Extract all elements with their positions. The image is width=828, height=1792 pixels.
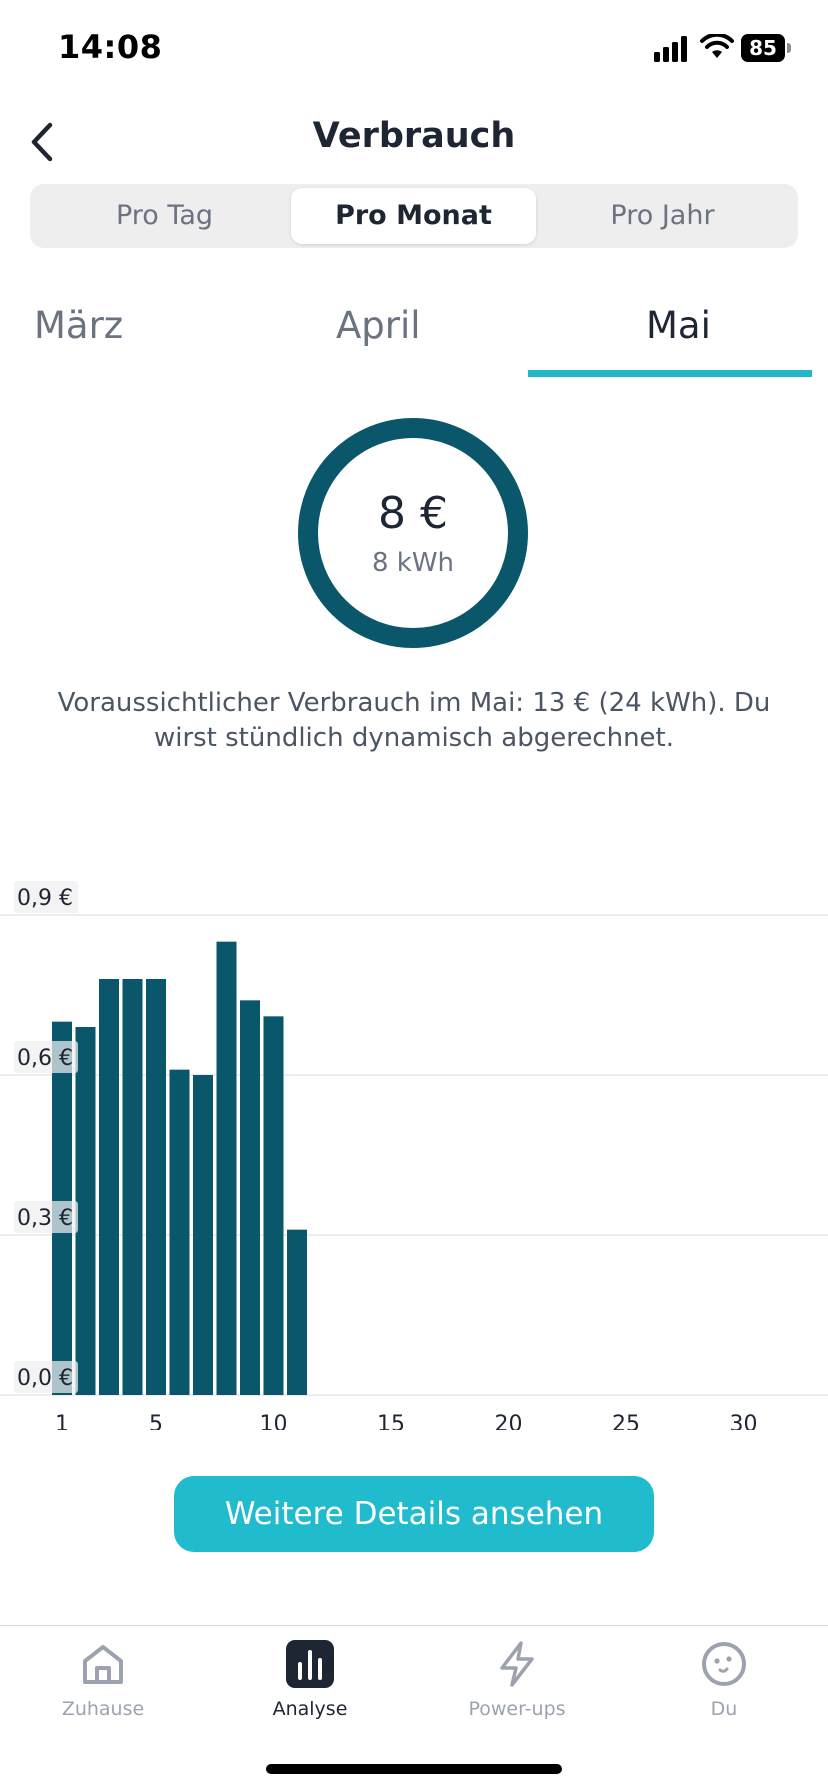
status-time: 14:08: [58, 28, 163, 66]
nav-item-you[interactable]: Du: [644, 1636, 804, 1720]
bar-day-6: [169, 1069, 190, 1395]
consumption-amount: 8 €: [378, 488, 448, 539]
home-icon: [83, 1645, 123, 1684]
forecast-text: Voraussichtlicher Verbrauch im Mai: 13 €…: [57, 688, 771, 753]
bar-chart-icon: [286, 1640, 334, 1688]
y-tick-bg-2: [14, 1041, 78, 1073]
active-tab-indicator: [528, 370, 812, 377]
segment-day[interactable]: Pro Tag: [115, 200, 214, 231]
x-tick-label-1: 5: [149, 1412, 163, 1430]
battery-indicator: 85: [741, 34, 791, 62]
profile-face-icon: [702, 1642, 746, 1686]
chevron-left-icon: [31, 122, 53, 162]
nav-label-powerups: Power-ups: [468, 1698, 566, 1720]
y-tick-bg-1: [14, 1201, 78, 1233]
signal-icon: [654, 36, 687, 62]
battery-icon: [741, 34, 785, 62]
bar-day-5: [146, 979, 166, 1395]
segment-month[interactable]: Pro Monat: [291, 188, 536, 244]
tab-april[interactable]: April: [336, 304, 421, 347]
bar-day-9: [240, 1000, 260, 1395]
bar-day-3: [99, 979, 119, 1395]
bar-day-2: [75, 1027, 96, 1395]
tab-may[interactable]: Mai: [646, 304, 711, 347]
y-tick-label-3: 0,9 €: [17, 886, 73, 911]
lightning-icon: [500, 1641, 534, 1687]
consumption-energy: 8 kWh: [371, 548, 455, 578]
nav-item-analysis[interactable]: Analyse: [230, 1636, 390, 1720]
bar-day-8: [216, 941, 237, 1395]
nav-item-home[interactable]: Zuhause: [23, 1636, 183, 1720]
bar-day-7: [193, 1075, 213, 1395]
battery-tip: [787, 43, 791, 53]
y-tick-label-0: 0,0 €: [17, 1366, 73, 1391]
x-tick-label-2: 10: [260, 1412, 288, 1430]
segment-year[interactable]: Pro Jahr: [610, 200, 715, 231]
view-details-button[interactable]: Weitere Details ansehen: [174, 1476, 654, 1552]
nav-divider: [0, 1625, 828, 1626]
nav-label-analysis: Analyse: [272, 1698, 348, 1720]
back-button[interactable]: [20, 116, 64, 168]
x-tick-label-6: 30: [730, 1412, 758, 1430]
x-tick-label-4: 20: [495, 1412, 523, 1430]
y-tick-label-2: 0,6 €: [17, 1046, 73, 1071]
y-tick-label-1: 0,3 €: [17, 1206, 73, 1231]
period-segmented-control: Pro Tag Pro Monat Pro Jahr: [30, 184, 798, 248]
x-tick-label-3: 15: [377, 1412, 405, 1430]
nav-item-powerups[interactable]: Power-ups: [437, 1636, 597, 1720]
battery-level: 85: [749, 36, 777, 60]
tab-march[interactable]: März: [34, 304, 124, 347]
y-tick-bg-3: [14, 881, 78, 913]
bar-day-4: [122, 979, 143, 1395]
home-indicator: [266, 1764, 562, 1774]
daily-cost-chart: 0,0 €0,3 €0,6 €0,9 €1 5 10 15 20 25 30: [0, 881, 828, 1430]
x-tick-label-5: 25: [612, 1412, 640, 1430]
nav-label-you: Du: [710, 1698, 738, 1720]
wifi-icon: [700, 34, 734, 58]
nav-label-home: Zuhause: [61, 1698, 145, 1720]
y-tick-bg-0: [14, 1361, 78, 1393]
bar-day-11: [287, 1229, 307, 1395]
x-tick-label-0: 1: [55, 1412, 69, 1430]
page-title: Verbrauch: [312, 116, 516, 156]
bar-day-10: [263, 1016, 284, 1395]
